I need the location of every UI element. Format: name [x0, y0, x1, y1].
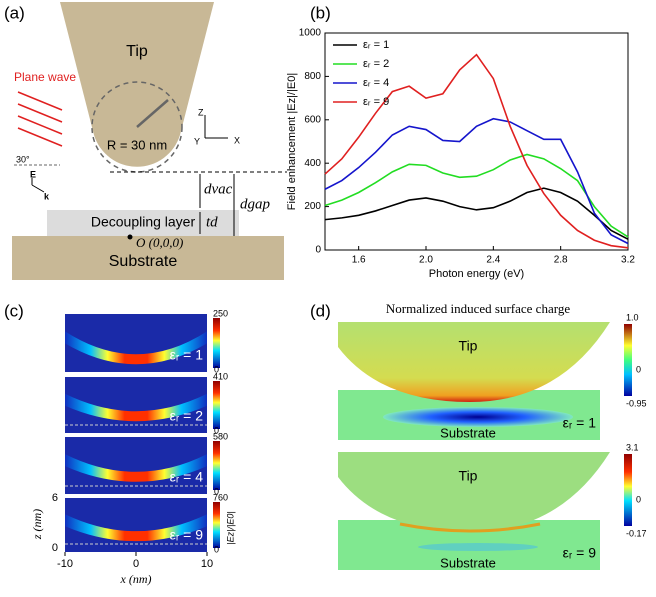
panel-d: (d) Normalized induced surface charge Ti…: [310, 301, 647, 570]
y-axis-label: z (nm): [30, 509, 44, 540]
colorbar: [213, 441, 220, 490]
x-tick-label: 2.4: [486, 255, 500, 266]
y-tick-label: 200: [304, 201, 321, 212]
colorbar: [213, 502, 220, 548]
figure: (a) Tip R = 30 nm Plane wave 30° E k Z Y…: [0, 0, 656, 592]
angle-label: 30°: [16, 154, 30, 164]
series-line: [325, 155, 628, 237]
y-axis-label: Field enhancement |Ez|/|E0|: [286, 73, 298, 210]
x-tick-label: 10: [201, 558, 213, 570]
x-tick-label: 3.2: [621, 255, 635, 266]
series-line: [325, 188, 628, 239]
panel-label: (c): [4, 301, 24, 320]
charge-spot: [418, 543, 538, 551]
x-tick-label: 2.0: [419, 255, 433, 266]
vector-arrows: [32, 178, 44, 192]
substrate-label: Substrate: [109, 253, 178, 270]
tip-label: Tip: [459, 338, 478, 354]
axis-y: Y: [194, 136, 200, 146]
y-tick-label: 0: [315, 245, 321, 256]
panel-b: (b) 0 200 400 600 800 1000 1.6 2.0 2.4 2.8 3.2 Phot…: [286, 3, 635, 279]
x-tick-label: 0: [133, 558, 139, 570]
legend-label: εᵣ = 4: [363, 77, 389, 89]
tip-label: Tip: [459, 468, 478, 484]
panel-a: (a) Tip R = 30 nm Plane wave 30° E k Z Y…: [4, 2, 287, 280]
eps-label: εᵣ = 9: [170, 527, 204, 543]
td-label: td: [206, 214, 218, 230]
origin-dot: [128, 235, 133, 240]
y-tick-label: 6: [52, 492, 58, 504]
series-line: [325, 119, 628, 244]
colorbar-min: -0.17: [626, 528, 647, 538]
colorbar-max: 3.1: [626, 442, 639, 452]
axis-z: Z: [198, 107, 204, 117]
eps-label: εᵣ = 9: [563, 545, 597, 561]
plane-wave-label: Plane wave: [14, 70, 76, 84]
panel-label: (a): [4, 3, 25, 22]
x-axis-label: Photon energy (eV): [429, 268, 524, 280]
axis-x: X: [234, 135, 240, 145]
layer-label: Decoupling layer: [91, 214, 196, 230]
panel-title: Normalized induced surface charge: [386, 301, 570, 316]
colorbar-max: 760: [213, 492, 228, 502]
substrate-label: Substrate: [440, 425, 496, 440]
dvac-label: dvac: [204, 181, 233, 197]
y-tick-label: 600: [304, 114, 321, 125]
dgap-label: dgap: [240, 196, 271, 212]
y-tick-label: 1000: [299, 28, 322, 39]
eps-label: εᵣ = 1: [563, 415, 597, 431]
x-tick-label: 1.6: [352, 255, 366, 266]
x-axis-label: x (nm): [120, 572, 152, 586]
colorbar-max: 580: [213, 431, 228, 441]
legend-label: εᵣ = 2: [363, 58, 389, 70]
y-tick-label: 0: [52, 542, 58, 554]
y-tick-label: 800: [304, 71, 321, 82]
colorbar-min: 0: [214, 544, 219, 554]
radius-label: R = 30 nm: [107, 137, 167, 152]
wave-arrows: [18, 92, 62, 146]
x-tick-label: 2.8: [554, 255, 568, 266]
e-label: E: [30, 169, 36, 179]
colorbar-zero: 0: [636, 364, 641, 374]
eps-label: εᵣ = 1: [170, 347, 204, 363]
tip-label: Tip: [126, 43, 148, 60]
colorbar-max: 410: [213, 371, 228, 381]
origin-label: O (0,0,0): [136, 235, 183, 250]
colorbar: [213, 318, 220, 368]
x-tick-label: -10: [57, 558, 73, 570]
substrate-label: Substrate: [440, 555, 496, 570]
panel-label: (b): [310, 3, 331, 22]
colorbar-min: -0.95: [626, 398, 647, 408]
charge-spot: [383, 407, 573, 427]
legend-label: εᵣ = 9: [363, 96, 389, 108]
k-label: k: [44, 191, 50, 201]
y-tick-label: 400: [304, 158, 321, 169]
colorbar: [624, 324, 632, 396]
colorbar: [213, 381, 220, 429]
colorbar: [624, 454, 632, 526]
colorbar-max: 250: [213, 308, 228, 318]
panel-label: (d): [310, 301, 331, 320]
legend-label: εᵣ = 1: [363, 39, 389, 51]
eps-label: εᵣ = 2: [170, 408, 204, 424]
colorbar-title: |Ez|/|E0|: [225, 511, 235, 544]
eps-label: εᵣ = 4: [170, 469, 204, 485]
axes-icon: [205, 115, 228, 138]
colorbar-zero: 0: [636, 494, 641, 504]
colorbar-max: 1.0: [626, 312, 639, 322]
